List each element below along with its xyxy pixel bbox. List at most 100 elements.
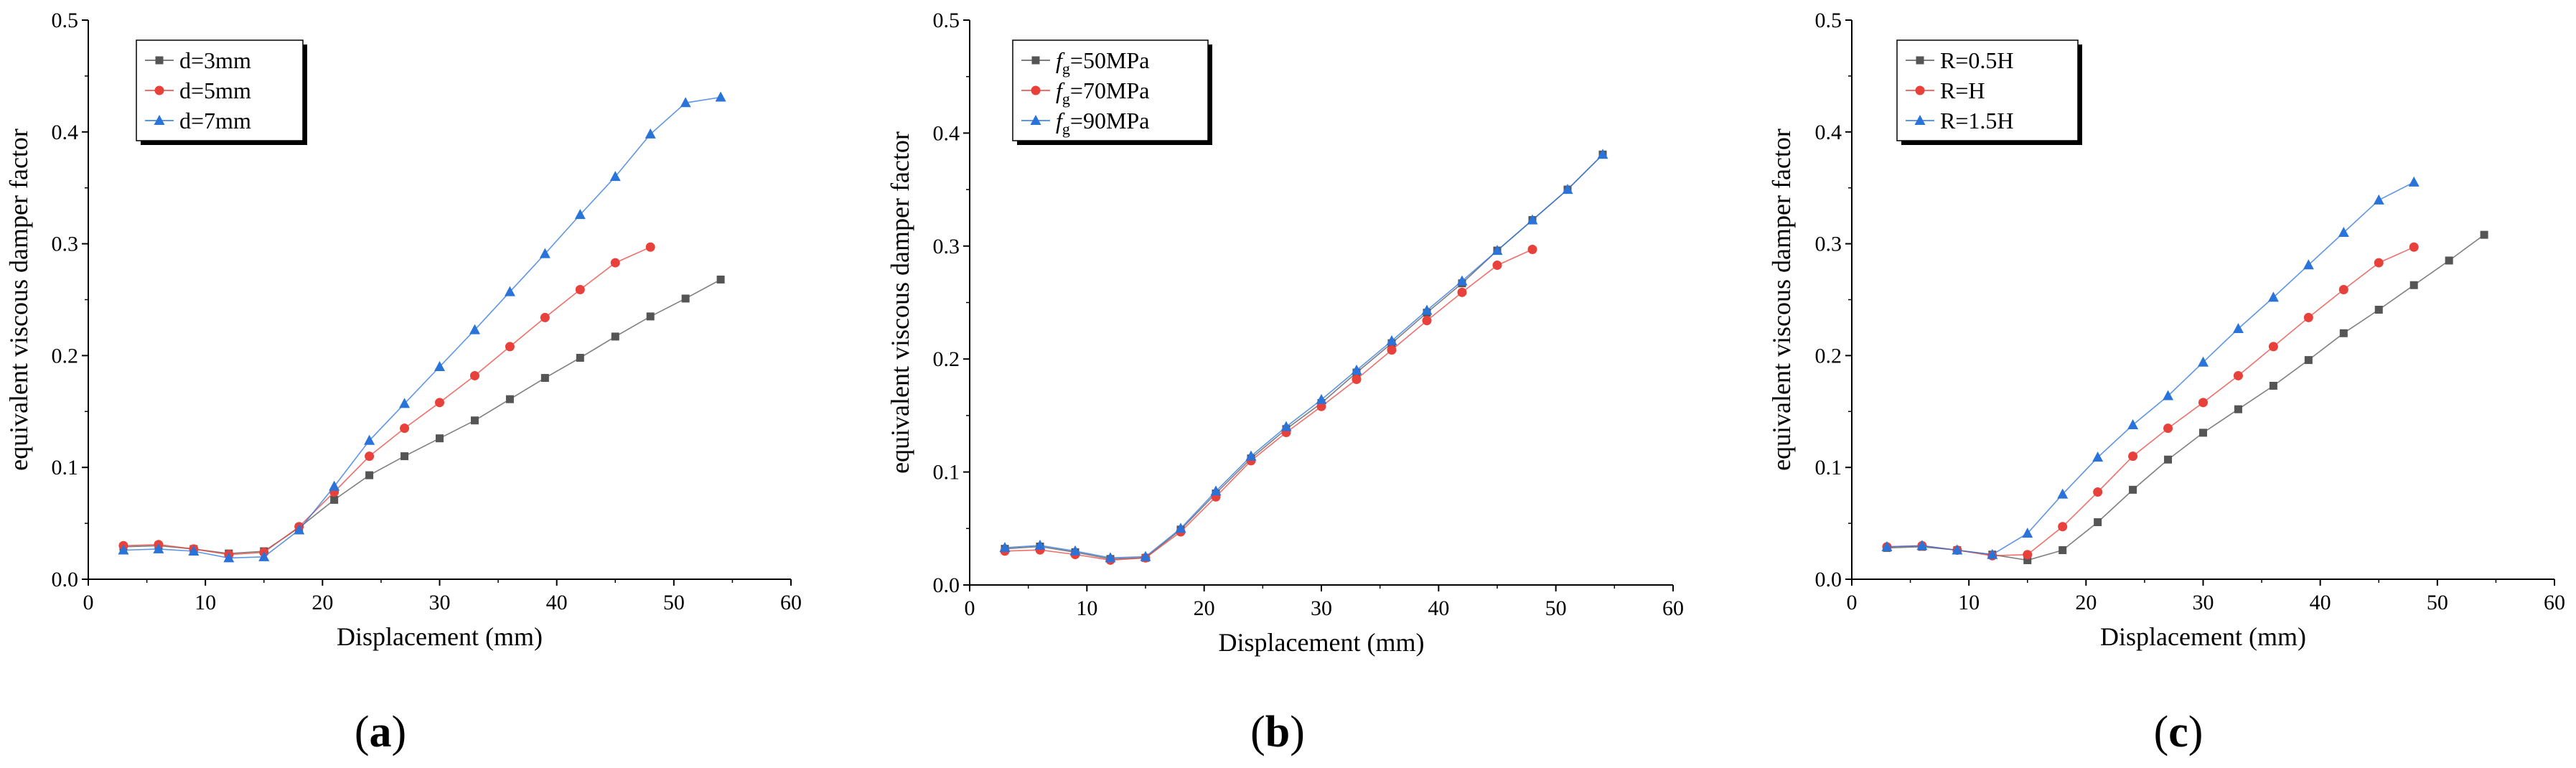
data-point (435, 398, 444, 408)
legend-marker (1031, 56, 1040, 65)
data-point (2127, 418, 2139, 429)
data-point (1316, 393, 1327, 404)
data-point (1881, 540, 1893, 551)
panel-label: (a) (355, 708, 406, 757)
legend-marker (154, 85, 164, 95)
data-point (2057, 488, 2069, 499)
data-point (646, 312, 655, 321)
series-line (123, 278, 721, 555)
series-line (1004, 154, 1603, 560)
data-point (1422, 316, 1432, 326)
data-point (2023, 556, 2032, 565)
legend-label: fg=70MPa (1056, 78, 1149, 108)
data-point (470, 416, 479, 425)
data-point (330, 495, 339, 504)
x-tick-label: 20 (2075, 591, 2097, 614)
y-tick-label: 0.0 (52, 568, 79, 591)
data-point (2408, 176, 2420, 187)
data-point (469, 370, 479, 380)
y-tick-label: 0.4 (1815, 121, 1842, 144)
data-point (2409, 281, 2418, 289)
data-point (2092, 451, 2104, 462)
data-point (2373, 194, 2384, 205)
data-point (2339, 329, 2348, 337)
data-point (681, 294, 690, 303)
data-point (400, 423, 410, 434)
data-point (223, 552, 235, 563)
y-tick-label: 0.0 (933, 573, 960, 597)
legend-marker (1915, 85, 1925, 95)
legend-label: d=7mm (179, 108, 251, 134)
data-point (574, 209, 586, 220)
data-point (2093, 487, 2103, 497)
x-tick-label: 20 (312, 591, 333, 614)
data-point (2164, 455, 2173, 464)
data-point (1527, 245, 1537, 255)
y-tick-label: 0.5 (52, 9, 79, 32)
data-point (1105, 552, 1116, 563)
data-point (540, 312, 550, 322)
legend-box (1896, 39, 2079, 141)
data-point (576, 354, 584, 362)
x-tick-label: 0 (83, 591, 94, 614)
series-2 (1882, 242, 2419, 561)
x-tick-label: 10 (195, 591, 216, 614)
y-axis-label: equivalent viscous damper factor (886, 131, 914, 474)
data-point (469, 324, 480, 334)
legend-marker (1916, 56, 1924, 65)
x-tick-label: 50 (663, 591, 685, 614)
data-point (2374, 306, 2383, 314)
data-point (1140, 551, 1151, 561)
data-point (1916, 540, 1928, 551)
data-point (539, 248, 551, 258)
series-line (1886, 246, 2415, 557)
x-tick-label: 60 (780, 591, 802, 614)
data-point (188, 545, 200, 556)
legend-marker (155, 56, 164, 65)
data-point (609, 171, 621, 182)
data-point (1527, 214, 1538, 225)
data-point (1987, 548, 1998, 559)
legend: d=3mm d=5mm d=7mm (136, 39, 307, 145)
data-point (2303, 312, 2313, 322)
data-point (2163, 390, 2174, 401)
legend-marker (1030, 115, 1041, 125)
series-line (1004, 248, 1533, 561)
y-tick-label: 0.2 (933, 347, 960, 371)
y-tick-label: 0.1 (52, 456, 79, 479)
data-point (2409, 242, 2419, 252)
y-axis-label: equivalent viscous damper factor (4, 128, 33, 471)
legend-label: fg=90MPa (1056, 108, 1149, 138)
x-tick-label: 40 (546, 591, 568, 614)
y-tick-label: 0.3 (1815, 233, 1842, 256)
y-axis-label: equivalent viscous damper factor (1767, 128, 1796, 471)
data-point (436, 434, 444, 443)
data-point (2268, 342, 2278, 352)
data-point (2480, 230, 2488, 239)
data-point (1492, 261, 1502, 271)
data-point (258, 551, 270, 561)
data-point (2269, 381, 2277, 390)
data-point (2198, 356, 2209, 367)
y-tick-label: 0.4 (933, 121, 960, 145)
y-tick-label: 0.2 (1815, 344, 1842, 367)
series-1 (119, 275, 725, 558)
x-tick-label: 50 (1545, 596, 1567, 620)
data-point (2163, 423, 2173, 434)
series-3 (999, 149, 1608, 563)
data-point (610, 258, 620, 268)
chart-panel-b: 0 10 20 30 40 50 60 0.0 0.1 0.2 0.3 0.4 0.5 Displacem… (886, 9, 1684, 757)
data-point (2338, 227, 2349, 238)
series-line (1886, 234, 2485, 561)
data-point (680, 97, 691, 108)
chart-panel-a: 0 10 20 30 40 50 60 0.0 0.1 0.2 0.3 0.4 0.5 Displacem… (4, 9, 802, 757)
x-tick-label: 10 (1076, 596, 1097, 620)
data-point (1386, 335, 1397, 346)
data-point (505, 342, 515, 352)
data-point (2022, 528, 2033, 538)
y-tick-label: 0.5 (1815, 9, 1842, 32)
x-tick-label: 60 (1662, 596, 1684, 620)
data-point (118, 544, 129, 555)
series-line (123, 96, 721, 559)
